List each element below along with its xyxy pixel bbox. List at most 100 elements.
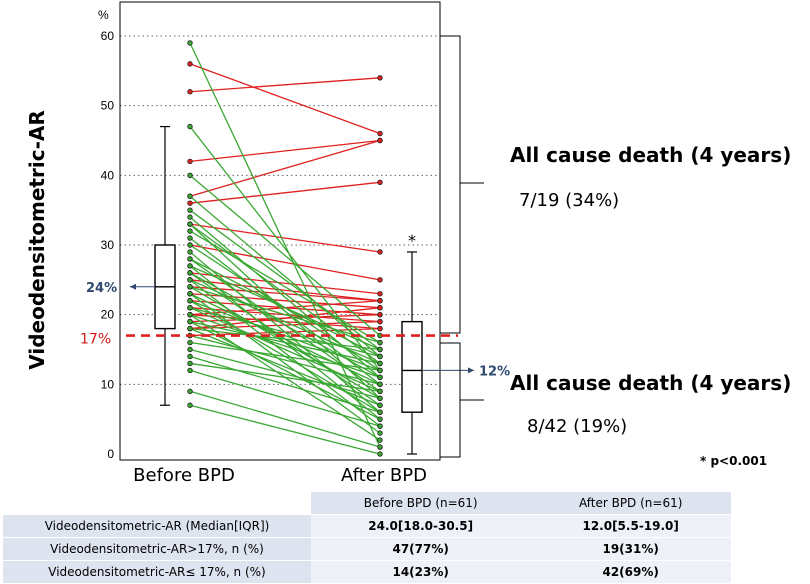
point-before — [187, 214, 193, 220]
cell-before: 24.0[18.0-30.5] — [311, 514, 531, 538]
y-tick-label: 10 — [101, 377, 115, 391]
pair-line — [189, 286, 381, 344]
summary-table: Before BPD (n=61) After BPD (n=61) Video… — [3, 492, 731, 584]
point-before — [187, 284, 193, 290]
row-label: Videodensitometric-AR (Median[IQR]) — [3, 514, 311, 538]
bracket-low — [440, 342, 461, 458]
pair-line — [189, 181, 381, 204]
point-before — [187, 402, 193, 408]
pair-line — [189, 272, 381, 295]
point-before — [187, 172, 193, 179]
point-before — [187, 256, 193, 262]
pair-line — [189, 327, 381, 351]
pair-line — [189, 216, 381, 378]
cell-before: 14(23%) — [311, 560, 531, 584]
point-before — [187, 325, 193, 332]
pair-line — [189, 195, 381, 357]
point-before — [187, 235, 193, 241]
outcome-value-low: 8/42 (19%) — [527, 416, 628, 437]
table-row: Videodensitometric-AR≤ 17%, n (%) 14(23%… — [3, 560, 731, 584]
gridlines — [120, 35, 440, 385]
point-after — [377, 430, 383, 436]
y-tick-label: 40 — [101, 168, 115, 182]
point-after — [377, 305, 383, 311]
pair-line — [189, 320, 381, 365]
point-before — [187, 61, 193, 67]
pair-line — [189, 272, 381, 378]
cell-after: 42(69%) — [530, 560, 731, 584]
point-before — [187, 249, 193, 255]
significance-note: * p<0.001 — [700, 454, 768, 468]
median-arrowhead-before — [130, 283, 136, 290]
pair-line — [189, 307, 381, 358]
threshold-label: 17% — [80, 332, 111, 348]
row-label: Videodensitometric-AR>17%, n (%) — [3, 537, 311, 561]
category-labels: Before BPD After BPD — [133, 465, 427, 486]
pair-line — [189, 279, 381, 302]
point-before — [187, 360, 193, 367]
point-after — [377, 130, 383, 137]
point-before — [187, 193, 193, 199]
point-before — [187, 353, 193, 360]
row-label: Videodensitometric-AR≤ 17%, n (%) — [3, 560, 311, 584]
point-after — [377, 416, 383, 422]
point-after — [377, 179, 383, 185]
point-before — [187, 270, 193, 276]
cell-after: 19(31%) — [530, 537, 731, 561]
point-after — [377, 75, 383, 81]
point-after — [377, 395, 383, 401]
pair-line — [189, 244, 381, 281]
table-header-before: Before BPD (n=61) — [311, 492, 531, 515]
pair-line — [189, 327, 381, 406]
category-label: After BPD — [341, 465, 427, 486]
table-header-row: Before BPD (n=61) After BPD (n=61) — [3, 492, 731, 515]
pair-line — [189, 341, 381, 372]
point-before — [187, 291, 193, 297]
point-before — [187, 158, 193, 165]
pair-line — [189, 369, 381, 427]
point-before — [187, 40, 193, 46]
pair-line — [189, 139, 381, 197]
threshold-group: 17% — [80, 332, 458, 348]
point-after — [377, 409, 383, 415]
boxplots: * 24% 12% — [86, 125, 510, 455]
point-after — [377, 374, 383, 381]
pair-line — [189, 314, 381, 378]
outcome-title-high: All cause death (4 years) — [510, 143, 792, 167]
pair-line — [189, 355, 381, 413]
outcome-title-low: All cause death (4 years) — [510, 371, 792, 395]
category-label: Before BPD — [133, 465, 235, 486]
cell-after: 12.0[5.5-19.0] — [530, 514, 731, 538]
pair-line — [189, 63, 381, 135]
point-after — [377, 381, 383, 388]
table-header-blank — [3, 492, 311, 515]
point-after — [377, 339, 383, 346]
y-tick-label: 0 — [107, 447, 114, 461]
y-axis-label: Videodensitometric-AR — [25, 110, 49, 370]
point-after — [377, 451, 383, 457]
point-after — [377, 360, 383, 367]
point-after — [377, 437, 383, 443]
bracket-high — [440, 35, 461, 334]
pair-line — [189, 174, 381, 337]
point-after — [377, 325, 383, 332]
paired-chart: % 0 10 20 30 40 50 60 Videodensitometric-AR * 2… — [25, 1, 510, 486]
y-tick-label: 30 — [101, 238, 115, 252]
paired-lines — [189, 42, 381, 455]
plot-frame — [119, 1, 441, 461]
point-after — [377, 311, 383, 318]
point-before — [187, 388, 193, 394]
point-after — [377, 367, 383, 374]
table-row: Videodensitometric-AR>17%, n (%) 47(77%)… — [3, 537, 731, 561]
point-after — [377, 423, 383, 429]
point-after — [377, 318, 383, 325]
point-after — [377, 402, 383, 408]
pair-line — [189, 362, 381, 392]
point-before — [187, 263, 193, 269]
point-before — [187, 318, 193, 325]
point-before — [187, 221, 193, 227]
point-before — [187, 277, 193, 283]
box-iqr — [401, 320, 423, 413]
pair-line — [189, 293, 381, 309]
y-tick-labels: 0 10 20 30 40 50 60 — [101, 29, 115, 461]
